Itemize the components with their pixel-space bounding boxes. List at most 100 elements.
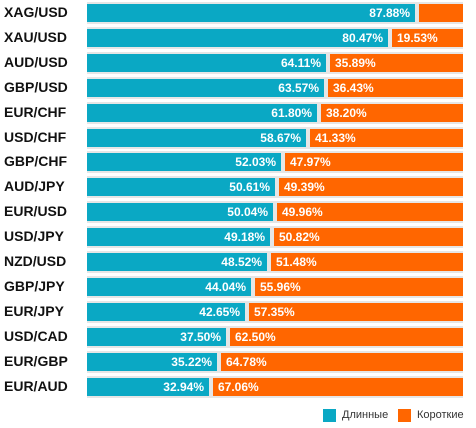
chart-row: EUR/GBP 35.22% 64.78% bbox=[0, 350, 476, 373]
chart-row: XAU/USD 80.47% 19.53% bbox=[0, 26, 476, 49]
long-value-label: 35.22% bbox=[171, 354, 212, 369]
short-value-label: 57.35% bbox=[254, 304, 295, 319]
category-label: USD/CAD bbox=[4, 327, 68, 344]
long-value-label: 42.65% bbox=[199, 304, 240, 319]
category-label: XAG/USD bbox=[4, 4, 68, 20]
long-value-label: 52.03% bbox=[235, 155, 276, 170]
short-bar bbox=[330, 53, 463, 72]
long-bar bbox=[87, 302, 245, 321]
short-value-label: 50.82% bbox=[279, 230, 320, 245]
short-bar bbox=[213, 377, 463, 396]
long-bar bbox=[87, 103, 317, 122]
category-label: USD/CHF bbox=[4, 128, 67, 145]
legend-short: Короткие bbox=[398, 409, 474, 423]
short-bar bbox=[274, 228, 463, 247]
short-value-label: 62.50% bbox=[235, 329, 276, 344]
short-value-label: 51.48% bbox=[276, 255, 317, 269]
long-bar bbox=[87, 178, 275, 197]
category-label: AUD/JPY bbox=[4, 178, 65, 195]
short-value-label: 38.20% bbox=[326, 105, 367, 120]
long-value-label: 50.04% bbox=[227, 205, 268, 220]
short-bar bbox=[279, 178, 463, 197]
short-bar bbox=[419, 4, 463, 22]
category-label: EUR/USD bbox=[4, 203, 68, 220]
long-bar bbox=[87, 28, 388, 47]
chart-row: EUR/JPY 42.65% 57.35% bbox=[0, 300, 476, 323]
chart-row: EUR/CHF 61.80% 38.20% bbox=[0, 101, 476, 124]
long-bar bbox=[87, 228, 270, 247]
category-label: EUR/CHF bbox=[4, 103, 67, 120]
short-value-label: 49.39% bbox=[284, 180, 325, 195]
long-bar bbox=[87, 78, 324, 97]
chart-row: USD/JPY 49.18% 50.82% bbox=[0, 226, 476, 249]
long-value-label: 64.11% bbox=[280, 55, 321, 70]
short-value-label: 35.89% bbox=[335, 55, 376, 70]
short-bar bbox=[249, 302, 463, 321]
legend-short-label: Короткие bbox=[417, 409, 464, 421]
chart-row: GBP/USD 63.57% 36.43% bbox=[0, 76, 476, 99]
long-value-label: 37.50% bbox=[180, 329, 221, 344]
long-bar bbox=[87, 53, 326, 72]
long-value-label: 50.61% bbox=[229, 180, 270, 195]
category-label: NZD/USD bbox=[4, 253, 67, 269]
chart-row: XAG/USD 87.88% bbox=[0, 2, 476, 24]
long-value-label: 58.67% bbox=[260, 130, 301, 145]
short-bar bbox=[285, 153, 463, 172]
chart-row: GBP/CHF 52.03% 47.97% bbox=[0, 151, 476, 174]
short-bar bbox=[255, 277, 463, 296]
short-bar bbox=[221, 352, 463, 371]
long-bar bbox=[87, 327, 226, 346]
category-label: GBP/CHF bbox=[4, 153, 67, 170]
short-value-label: 36.43% bbox=[333, 80, 374, 95]
long-bar bbox=[87, 128, 306, 147]
chart-row: GBP/JPY 44.04% 55.96% bbox=[0, 275, 476, 298]
short-value-label: 19.53% bbox=[397, 30, 438, 45]
long-bar bbox=[87, 253, 267, 271]
long-value-label: 61.80% bbox=[271, 105, 312, 120]
long-value-label: 48.52% bbox=[221, 255, 262, 269]
short-value-label: 67.06% bbox=[218, 379, 259, 394]
chart-row: AUD/JPY 50.61% 49.39% bbox=[0, 176, 476, 199]
short-value-label: 47.97% bbox=[290, 155, 331, 170]
category-label: XAU/USD bbox=[4, 28, 68, 45]
chart-row: USD/CAD 37.50% 62.50% bbox=[0, 325, 476, 348]
short-bar bbox=[321, 103, 463, 122]
category-label: AUD/USD bbox=[4, 53, 68, 70]
chart-row: AUD/USD 64.11% 35.89% bbox=[0, 51, 476, 74]
category-label: GBP/JPY bbox=[4, 277, 65, 294]
long-value-label: 44.04% bbox=[205, 279, 246, 294]
long-bar bbox=[87, 153, 281, 172]
short-bar bbox=[328, 78, 463, 97]
chart-row: USD/CHF 58.67% 41.33% bbox=[0, 126, 476, 149]
chart-row: EUR/USD 50.04% 49.96% bbox=[0, 201, 476, 224]
category-label: USD/JPY bbox=[4, 228, 64, 245]
legend-long-swatch bbox=[323, 409, 336, 422]
short-bar bbox=[230, 327, 463, 346]
long-value-label: 32.94% bbox=[163, 379, 204, 394]
long-bar bbox=[87, 352, 217, 371]
short-bar bbox=[392, 28, 463, 47]
legend-long-label: Длинные bbox=[342, 409, 389, 421]
legend-short-swatch bbox=[398, 409, 411, 422]
category-label: EUR/GBP bbox=[4, 352, 68, 369]
short-value-label: 41.33% bbox=[315, 130, 356, 145]
legend-long: Длинные bbox=[323, 409, 393, 423]
long-bar bbox=[87, 4, 415, 22]
long-bar bbox=[87, 277, 251, 296]
short-value-label: 55.96% bbox=[260, 279, 301, 294]
short-bar bbox=[310, 128, 463, 147]
category-label: EUR/AUD bbox=[4, 377, 68, 394]
short-value-label: 49.96% bbox=[282, 205, 323, 220]
long-value-label: 80.47% bbox=[342, 30, 383, 45]
long-bar bbox=[87, 203, 273, 222]
long-value-label: 63.57% bbox=[278, 80, 319, 95]
chart-row: NZD/USD 48.52% 51.48% bbox=[0, 251, 476, 273]
category-label: GBP/USD bbox=[4, 78, 68, 95]
category-label: EUR/JPY bbox=[4, 302, 64, 319]
long-bar bbox=[87, 377, 209, 396]
short-bar bbox=[271, 253, 463, 271]
short-value-label: 64.78% bbox=[226, 354, 267, 369]
short-bar bbox=[277, 203, 463, 222]
long-value-label: 87.88% bbox=[369, 6, 410, 20]
